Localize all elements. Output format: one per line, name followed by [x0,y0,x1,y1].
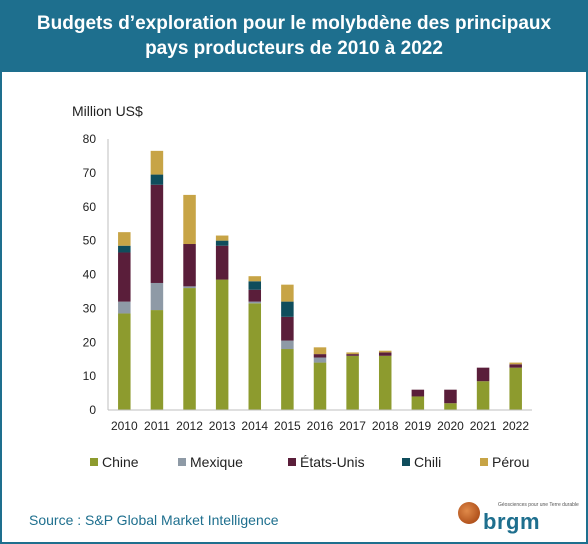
y-tick-label: 50 [83,234,97,248]
bar-segment [215,240,229,246]
legend-label: Chine [102,454,139,470]
bar-segment [281,301,294,317]
y-tick-label: 30 [83,301,97,315]
chart-title: Budgets d’exploration pour le molybdène … [36,13,552,59]
x-tick-label: 2022 [502,419,529,433]
bar-segment [346,355,359,410]
bar-segment [150,174,164,185]
bar-segment [118,232,131,246]
legend-swatch [178,458,186,466]
x-tick-label: 2017 [339,419,366,433]
bar-segment [248,289,262,302]
legend-label: Chili [414,454,441,470]
x-tick-label: 2014 [241,419,268,433]
y-tick-label: 70 [83,166,97,180]
bar-segment [215,235,229,241]
y-tick-label: 0 [89,403,96,417]
bar-segment [150,150,164,175]
bar-segment [281,284,294,302]
x-tick-label: 2013 [209,419,236,433]
bar-segment [509,364,522,368]
x-tick-label: 2021 [470,419,497,433]
bar-segment [215,279,229,410]
bar-segment [248,303,262,410]
bar-segment [346,352,359,355]
x-tick-label: 2020 [437,419,464,433]
bar-segment [509,367,522,410]
legend-swatch [90,458,98,466]
bar-segment [444,403,457,410]
legend-swatch [480,458,488,466]
bar-segment [346,354,359,356]
legend-swatch [402,458,410,466]
brgm-tagline: Géosciences pour une Terre durable [498,502,579,508]
x-tick-label: 2010 [111,419,138,433]
bar-segment [150,184,164,283]
y-tick-label: 10 [83,369,97,383]
bar-segment [150,282,164,311]
bar-segment [476,367,490,382]
bar-segment [118,252,131,302]
bar-segment [313,362,327,410]
bar-segment [281,349,294,410]
bar-segment [378,355,392,410]
bar-segment [215,245,229,280]
y-tick-label: 60 [83,200,97,214]
source-note: Source : S&P Global Market Intelligence [29,512,279,528]
bar-segment [118,245,131,253]
bar-segment [378,352,392,356]
bar-segment [183,286,196,289]
bar-segment [248,281,262,290]
legend-label: Pérou [492,454,529,470]
legend-label: États-Unis [300,454,365,470]
legend-label: Mexique [190,454,243,470]
bar-segment [248,276,262,282]
bar-segment [313,357,327,363]
x-tick-label: 2011 [144,419,170,433]
bar-segment [183,194,196,245]
bar-segment [150,310,164,410]
bar-segment [378,350,392,353]
bar-segment [118,313,131,410]
bar-segment [118,301,131,314]
stacked-bar-chart: Million US$ 0 10 20 30 40 50 60 70 80 2010 2011 2012… [72,103,532,470]
legend-swatch [288,458,296,466]
bar-segment [281,340,294,350]
x-tick-label: 2018 [372,419,399,433]
y-tick-label: 40 [83,268,97,282]
chart-panel: Million US$ 0 10 20 30 40 50 60 70 80 2010 2011 2012… [2,72,586,542]
y-axis-label: Million US$ [72,103,143,119]
chart-header: Budgets d’exploration pour le molybdène … [0,0,588,72]
x-tick-label: 2015 [274,419,301,433]
bar-segment [183,244,196,287]
x-tick-label: 2019 [404,419,431,433]
bar-segment [313,354,327,358]
bar-segment [411,396,425,410]
bar-segment [476,381,490,410]
y-tick-label: 20 [83,335,97,349]
x-tick-label: 2012 [176,419,203,433]
brgm-logo: Géosciences pour une Terre durable brgm [458,500,579,536]
bar-segment [313,347,327,355]
bar-segment [444,389,457,404]
bar-segment [183,288,196,410]
y-tick-label: 80 [83,132,97,146]
brgm-logo-icon [458,502,480,524]
bar-segment [281,316,294,341]
bar-segment [509,362,522,365]
bar-segment [248,301,262,304]
bar-segment [411,389,425,397]
brgm-wordmark: brgm [483,509,540,534]
x-tick-label: 2016 [307,419,334,433]
